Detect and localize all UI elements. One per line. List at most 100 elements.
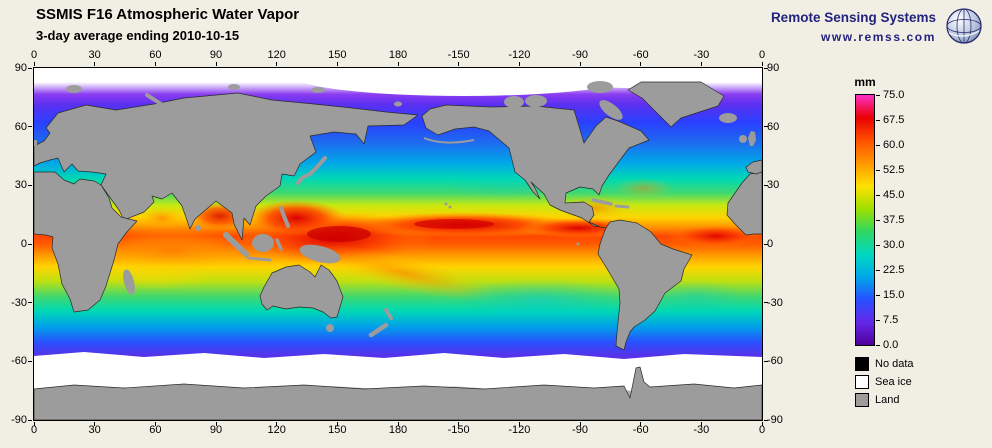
axis-tick [518,62,520,66]
map-legend: No data Sea ice Land [855,357,914,411]
axis-tick [764,243,768,245]
colorbar-tick-label: 0.0 [876,339,898,351]
longitude-tick-label: -90 [572,49,588,61]
axis-tick [215,422,217,426]
axis-tick [764,302,768,304]
longitude-tick-label: 30 [88,49,101,61]
legend-swatch [855,393,869,407]
colorbar-tick-label: 45.0 [876,189,904,201]
latitude-tick-label: -90 [11,414,27,426]
latitude-tick-label: 0 [767,238,774,250]
longitude-tick-label: 0 [30,49,38,61]
sea-ice-layer [34,68,762,391]
colorbar-tick-label: 15.0 [876,289,904,301]
longitude-tick-label: 150 [328,424,347,436]
colorbar-tick-label: 60.0 [876,139,904,151]
latitude-tick-label: 90 [767,62,780,74]
longitude-tick-label: -60 [632,49,649,61]
colorbar-tick-label: 22.5 [876,264,904,276]
axis-tick [215,62,217,66]
longitude-tick-label: 0 [30,424,38,436]
page-title: SSMIS F16 Atmospheric Water Vapor [36,6,300,23]
world-map-frame [28,62,768,426]
legend-label: Land [875,394,900,406]
axis-tick [700,62,702,66]
latitude-axis-right: 90 60 30 0 -30 -60 -90 [764,62,798,426]
water-vapor-world-map [34,68,762,420]
axis-tick [276,62,278,66]
axis-tick [28,419,32,421]
latitude-tick-label: 90 [14,62,27,74]
axis-tick [764,67,768,69]
longitude-tick-label: 60 [149,49,162,61]
axis-tick [28,67,32,69]
branding-name: Remote Sensing Systems [770,10,936,25]
latitude-axis-left: 90 60 30 0 -30 -60 -90 [0,62,30,426]
antarctica-landmass [34,366,762,420]
axis-tick [28,243,32,245]
south-america-landmass [597,219,693,351]
latitude-tick-label: 30 [767,179,780,192]
axis-tick [28,302,32,304]
longitude-tick-label: 180 [388,424,408,436]
longitude-axis-top: 0 30 60 90 120 150 180 -150 -120 -90 -60 -30 0 [30,49,766,63]
greenland-landmass [627,81,725,128]
axis-tick [764,360,768,362]
axis-tick [458,422,460,426]
axis-tick [579,62,581,66]
colorbar-tick-label: 7.5 [876,314,898,326]
colorbar-tick-label: 67.5 [876,114,904,126]
axis-tick [518,422,520,426]
axis-tick [579,422,581,426]
legend-item: Sea ice [855,375,914,389]
globe-icon[interactable] [944,6,984,46]
longitude-tick-label: -120 [508,49,531,61]
longitude-tick-label: -90 [572,424,588,436]
longitude-tick-label: -30 [693,424,710,436]
islands-group [34,81,756,338]
page-subtitle: 3-day average ending 2010-10-15 [36,28,240,43]
longitude-tick-label: -120 [508,424,531,436]
axis-tick [28,184,32,186]
axis-tick [397,422,399,426]
axis-tick [154,422,156,426]
axis-tick [761,62,763,66]
axis-tick [28,126,32,128]
axis-tick [94,422,96,426]
legend-item: Land [855,393,914,407]
latitude-tick-label: -30 [767,296,783,309]
colorbar-tick-label: 37.5 [876,214,904,226]
latitude-tick-label: -60 [767,355,783,368]
axis-tick [336,62,338,66]
axis-tick [764,419,768,421]
iberia-landmass [745,159,762,175]
latitude-tick-label: 30 [14,179,27,192]
legend-item: No data [855,357,914,371]
longitude-axis-bottom: 0 30 60 90 120 150 180 -150 -120 -90 -60 -30 0 [30,424,766,438]
axis-tick [28,360,32,362]
axis-tick [94,62,96,66]
axis-tick [640,62,642,66]
colorbar-tick-label: 52.5 [876,164,904,176]
longitude-tick-label: -30 [693,49,710,61]
latitude-tick-label: 0 [20,238,27,250]
axis-tick [397,62,399,66]
longitude-tick-label: 180 [388,49,408,61]
branding-url-link[interactable]: www.remss.com [820,30,936,44]
colorbar-tick-label: 75.0 [876,89,904,101]
axis-tick [458,62,460,66]
australia-landmass [259,264,344,319]
longitude-tick-label: -150 [447,424,470,436]
axis-tick [33,62,35,66]
axis-tick [764,126,768,128]
longitude-tick-label: 30 [88,424,101,436]
longitude-tick-label: 0 [758,424,766,436]
axis-tick [640,422,642,426]
latitude-tick-label: 60 [14,120,27,133]
longitude-tick-label: 90 [209,49,223,61]
longitude-tick-label: 0 [758,49,766,61]
longitude-tick-label: 60 [149,424,162,436]
longitude-tick-label: 120 [267,424,286,436]
longitude-tick-label: -150 [447,49,470,61]
